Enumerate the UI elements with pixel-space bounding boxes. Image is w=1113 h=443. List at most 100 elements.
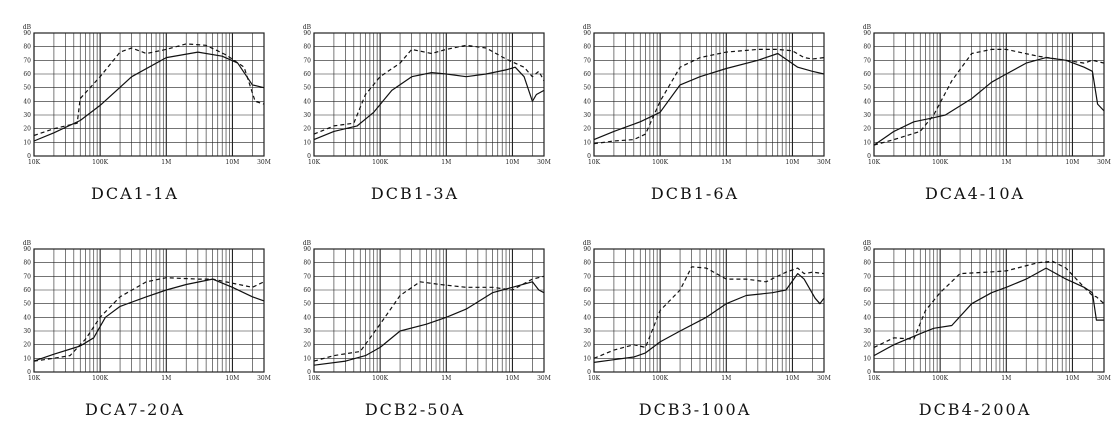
series-line-solid — [313, 281, 545, 366]
y-tick-label: 40 — [23, 98, 31, 105]
series-line-solid — [313, 66, 545, 141]
y-tick-label: 60 — [23, 287, 31, 294]
plot-border — [33, 32, 265, 157]
x-tick-label: 10M — [506, 159, 520, 166]
y-tick-label: 20 — [863, 126, 871, 133]
y-tick-label: 30 — [23, 112, 31, 119]
chart-title: DCB2-50A — [364, 400, 466, 419]
y-tick-label: 90 — [23, 246, 31, 253]
x-tick-label: 1M — [161, 159, 171, 166]
y-tick-label: 70 — [303, 57, 311, 64]
y-tick-label: 90 — [583, 246, 591, 253]
y-tick-label: 40 — [863, 314, 871, 321]
y-tick-label: 30 — [583, 112, 591, 119]
y-tick-label: 10 — [303, 139, 311, 146]
y-tick-label: 40 — [583, 98, 591, 105]
series-line-solid — [873, 57, 1105, 146]
y-tick-label: 80 — [23, 260, 31, 267]
y-tick-label: 20 — [583, 126, 591, 133]
x-tick-label: 10K — [588, 375, 601, 382]
y-tick-label: 10 — [583, 355, 591, 362]
y-axis-label: dB — [863, 240, 872, 247]
y-axis-label: dB — [583, 24, 592, 31]
y-tick-label: 20 — [303, 126, 311, 133]
x-tick-label: 10K — [308, 159, 321, 166]
y-tick-label: 50 — [303, 85, 311, 92]
x-tick-label: 10M — [506, 375, 520, 382]
x-tick-label: 100K — [652, 375, 668, 382]
y-tick-label: 80 — [303, 260, 311, 267]
x-tick-label: 30M — [817, 159, 831, 166]
plot-border — [593, 248, 825, 373]
chart-title: DCB3-100A — [638, 400, 752, 419]
y-tick-label: 60 — [23, 71, 31, 78]
y-tick-label: 60 — [583, 287, 591, 294]
x-tick-label: 30M — [817, 375, 831, 382]
x-tick-label: 10K — [308, 375, 321, 382]
x-tick-label: 100K — [372, 375, 388, 382]
plot-border — [593, 32, 825, 157]
chart-panel: 0 10 20 30 40 50 60 70 80 90 dB 10K 100K 1M 10M 30M DCB1… — [280, 0, 551, 215]
y-tick-label: 30 — [583, 328, 591, 335]
chart-title: DCA4-10A — [924, 184, 1026, 203]
chart-panel: 0 10 20 30 40 50 60 70 80 90 dB 10K 100K 1M 10M 30M DCB4… — [840, 216, 1111, 431]
chart-panel: 0 10 20 30 40 50 60 70 80 90 dB 10K 100K 1M 10M 30M DCA1… — [0, 0, 271, 215]
x-tick-label: 100K — [92, 159, 108, 166]
y-tick-label: 10 — [863, 139, 871, 146]
chart-panel: 0 10 20 30 40 50 60 70 80 90 dB 10K 100K 1M 10M 30M DCB3… — [560, 216, 831, 431]
y-tick-label: 50 — [863, 301, 871, 308]
x-tick-label: 10M — [786, 375, 800, 382]
y-axis-label: dB — [583, 240, 592, 247]
series-line-dashed — [593, 48, 825, 145]
series-line-dashed — [313, 44, 545, 135]
y-tick-label: 30 — [863, 112, 871, 119]
chart-panel: 0 10 20 30 40 50 60 70 80 90 dB 10K 100K 1M 10M 30M DCB2… — [280, 216, 551, 431]
plot-border — [33, 248, 265, 373]
y-tick-label: 20 — [303, 342, 311, 349]
y-tick-label: 80 — [583, 260, 591, 267]
series-line-dashed — [33, 277, 265, 362]
y-tick-label: 50 — [863, 85, 871, 92]
y-tick-label: 30 — [863, 328, 871, 335]
y-tick-label: 0 — [867, 153, 871, 160]
y-axis-label: dB — [303, 240, 312, 247]
y-tick-label: 90 — [23, 30, 31, 37]
series-line-dashed — [873, 48, 1105, 146]
y-tick-label: 10 — [583, 139, 591, 146]
y-tick-label: 60 — [583, 71, 591, 78]
y-tick-label: 10 — [863, 355, 871, 362]
x-tick-label: 10K — [28, 375, 41, 382]
y-tick-label: 60 — [863, 287, 871, 294]
chart-panel: 0 10 20 30 40 50 60 70 80 90 dB 10K 100K 1M 10M 30M DCB1… — [560, 0, 831, 215]
y-tick-label: 50 — [583, 301, 591, 308]
y-tick-label: 20 — [863, 342, 871, 349]
chart-title: DCB1-3A — [370, 184, 460, 203]
x-tick-label: 30M — [257, 159, 271, 166]
chart-title: DCB1-6A — [650, 184, 740, 203]
y-tick-label: 10 — [23, 355, 31, 362]
plot-border — [873, 248, 1105, 373]
y-tick-label: 40 — [303, 98, 311, 105]
x-tick-label: 10K — [868, 375, 881, 382]
x-tick-label: 1M — [1001, 375, 1011, 382]
plot-border — [313, 32, 545, 157]
x-tick-label: 1M — [1001, 159, 1011, 166]
y-tick-label: 10 — [303, 355, 311, 362]
x-tick-label: 10K — [868, 159, 881, 166]
plot-border — [313, 248, 545, 373]
series-line-solid — [593, 273, 825, 363]
y-tick-label: 80 — [583, 44, 591, 51]
y-tick-label: 70 — [303, 273, 311, 280]
x-tick-label: 30M — [1097, 159, 1111, 166]
y-tick-label: 70 — [23, 273, 31, 280]
y-tick-label: 70 — [863, 57, 871, 64]
y-tick-label: 20 — [23, 342, 31, 349]
y-tick-label: 40 — [863, 98, 871, 105]
y-tick-label: 0 — [587, 369, 591, 376]
